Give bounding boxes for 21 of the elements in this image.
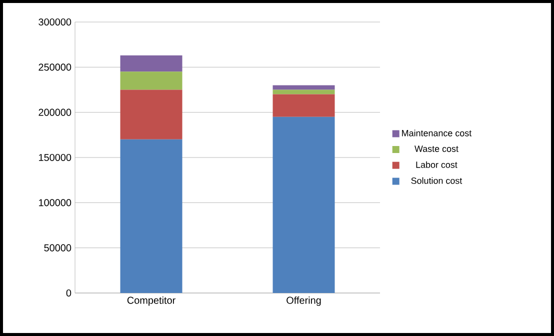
bar (272, 90, 335, 94)
y-tick-label: 100000 (39, 199, 72, 206)
x-tick-label: Competitor (127, 296, 176, 306)
legend-label: Maintenance cost (402, 130, 472, 136)
bar (272, 94, 335, 117)
y-tick-label: 200000 (38, 108, 72, 116)
legend-label: Waste cost (414, 146, 458, 152)
y-tick-label: 250000 (38, 64, 72, 71)
bar (120, 72, 182, 90)
y-tick-label: 0 (66, 289, 72, 297)
y-tick-label: 50000 (44, 244, 72, 252)
bar (272, 85, 335, 90)
bar (272, 116, 335, 293)
legend-label: Labor cost (416, 161, 458, 168)
bar (120, 55, 182, 72)
y-tick-label: 150000 (39, 154, 72, 162)
bar (120, 90, 182, 140)
legend-label: Solution cost (411, 177, 462, 184)
bar (120, 139, 182, 293)
x-tick-label: Offering (286, 296, 321, 306)
y-tick-label: 300000 (38, 18, 72, 26)
